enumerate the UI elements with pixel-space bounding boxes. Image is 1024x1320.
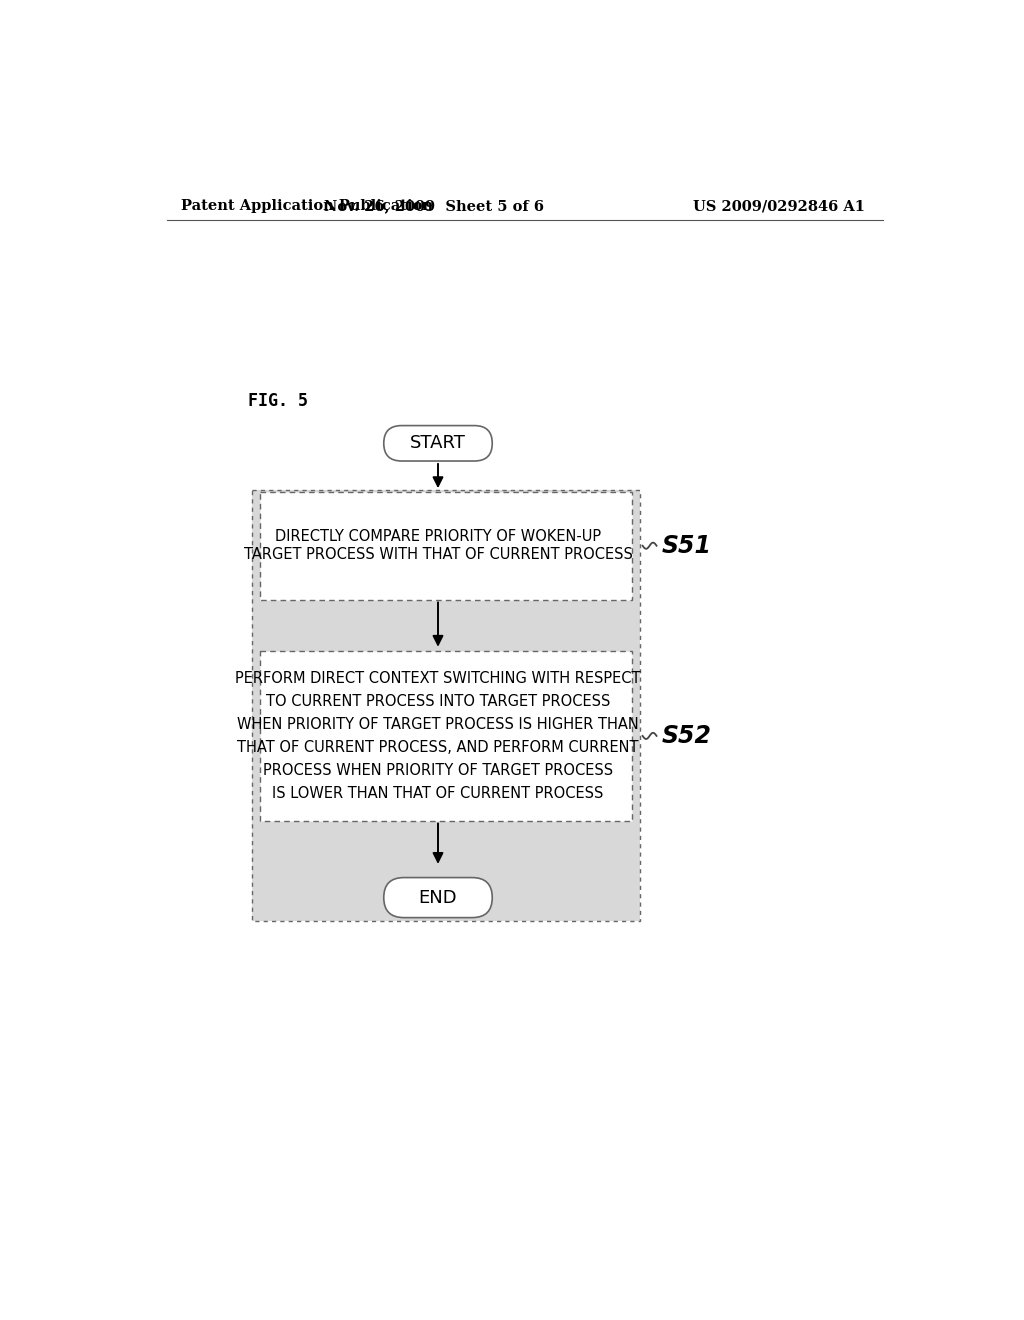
Text: THAT OF CURRENT PROCESS, AND PERFORM CURRENT: THAT OF CURRENT PROCESS, AND PERFORM CUR… — [238, 741, 639, 755]
Text: PERFORM DIRECT CONTEXT SWITCHING WITH RESPECT: PERFORM DIRECT CONTEXT SWITCHING WITH RE… — [236, 671, 641, 685]
FancyBboxPatch shape — [252, 490, 640, 921]
Text: END: END — [419, 888, 458, 907]
FancyBboxPatch shape — [260, 651, 632, 821]
FancyBboxPatch shape — [384, 425, 493, 461]
Text: DIRECTLY COMPARE PRIORITY OF WOKEN-UP: DIRECTLY COMPARE PRIORITY OF WOKEN-UP — [274, 529, 601, 544]
FancyBboxPatch shape — [260, 492, 632, 599]
Text: WHEN PRIORITY OF TARGET PROCESS IS HIGHER THAN: WHEN PRIORITY OF TARGET PROCESS IS HIGHE… — [238, 717, 639, 731]
Text: TO CURRENT PROCESS INTO TARGET PROCESS: TO CURRENT PROCESS INTO TARGET PROCESS — [266, 694, 610, 709]
Text: FIG. 5: FIG. 5 — [248, 392, 308, 411]
Text: Patent Application Publication: Patent Application Publication — [180, 199, 433, 213]
Text: US 2009/0292846 A1: US 2009/0292846 A1 — [693, 199, 865, 213]
Text: S52: S52 — [662, 723, 712, 748]
Text: START: START — [410, 434, 466, 453]
Text: IS LOWER THAN THAT OF CURRENT PROCESS: IS LOWER THAN THAT OF CURRENT PROCESS — [272, 787, 604, 801]
Text: S51: S51 — [662, 533, 712, 558]
Text: Nov. 26, 2009  Sheet 5 of 6: Nov. 26, 2009 Sheet 5 of 6 — [325, 199, 544, 213]
FancyBboxPatch shape — [384, 878, 493, 917]
Text: TARGET PROCESS WITH THAT OF CURRENT PROCESS: TARGET PROCESS WITH THAT OF CURRENT PROC… — [244, 548, 633, 562]
Text: PROCESS WHEN PRIORITY OF TARGET PROCESS: PROCESS WHEN PRIORITY OF TARGET PROCESS — [263, 763, 613, 777]
